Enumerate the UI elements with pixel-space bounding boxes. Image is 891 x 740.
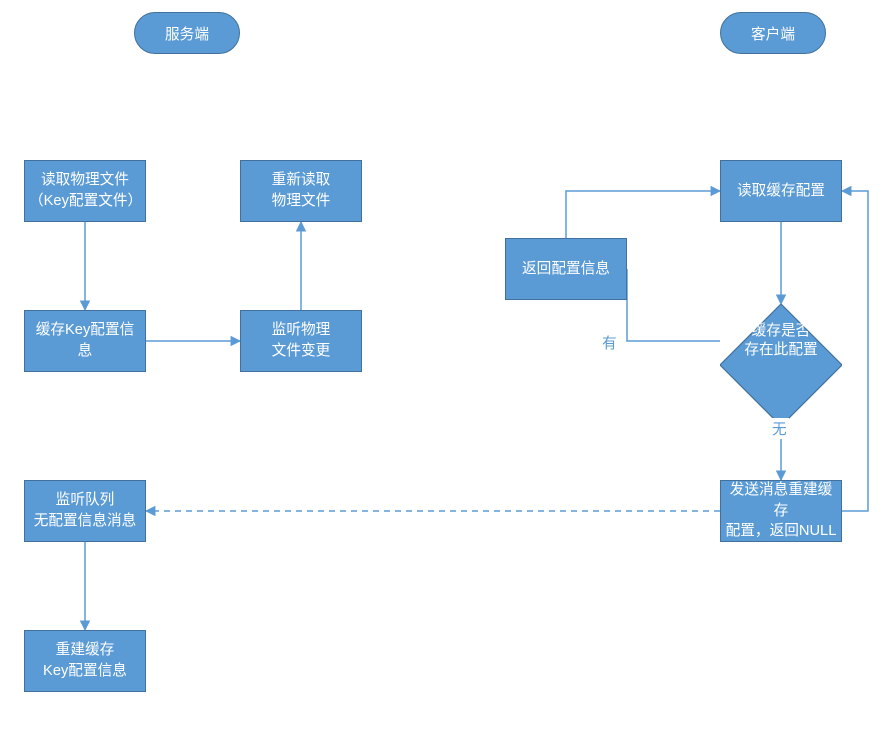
node-return-config: 返回配置信息 (505, 238, 627, 300)
flowchart-canvas: 服务端 客户端 读取物理文件（Key配置文件） 重新读取物理文件 缓存Key配置… (0, 0, 891, 740)
node-listen-file-change: 监听物理文件变更 (240, 310, 362, 372)
node-label: 缓存Key配置信息 (29, 320, 141, 361)
header-client: 客户端 (720, 12, 826, 54)
header-server: 服务端 (134, 12, 240, 54)
node-listen-queue: 监听队列无配置信息消息 (24, 480, 146, 542)
edge-label-yes: 有 (600, 332, 619, 353)
node-send-rebuild-msg: 发送消息重建缓存配置，返回NULL (720, 480, 842, 542)
header-client-label: 客户端 (751, 23, 795, 44)
node-read-cache-config: 读取缓存配置 (720, 160, 842, 222)
node-read-physical-file: 读取物理文件（Key配置文件） (24, 160, 146, 222)
decision-cache-exists: 缓存是否存在此配置 (720, 304, 842, 378)
node-rebuild-cache: 重建缓存Key配置信息 (24, 630, 146, 692)
node-label: 返回配置信息 (522, 259, 610, 280)
node-cache-key-config: 缓存Key配置信息 (24, 310, 146, 372)
decision-label: 缓存是否存在此配置 (744, 322, 817, 360)
node-label: 监听队列无配置信息消息 (34, 490, 137, 531)
node-reread-physical-file: 重新读取物理文件 (240, 160, 362, 222)
node-label: 读取物理文件（Key配置文件） (29, 170, 141, 211)
node-label: 重新读取物理文件 (272, 170, 331, 211)
node-label: 读取缓存配置 (737, 181, 825, 202)
edge-e6 (627, 269, 720, 341)
node-label: 重建缓存Key配置信息 (43, 640, 127, 681)
node-label: 监听物理文件变更 (272, 320, 331, 361)
edge-label-no: 无 (770, 418, 789, 439)
node-label: 发送消息重建缓存配置，返回NULL (725, 480, 837, 542)
edge-e9 (842, 191, 868, 511)
header-server-label: 服务端 (165, 23, 209, 44)
edge-e6b (566, 191, 720, 238)
